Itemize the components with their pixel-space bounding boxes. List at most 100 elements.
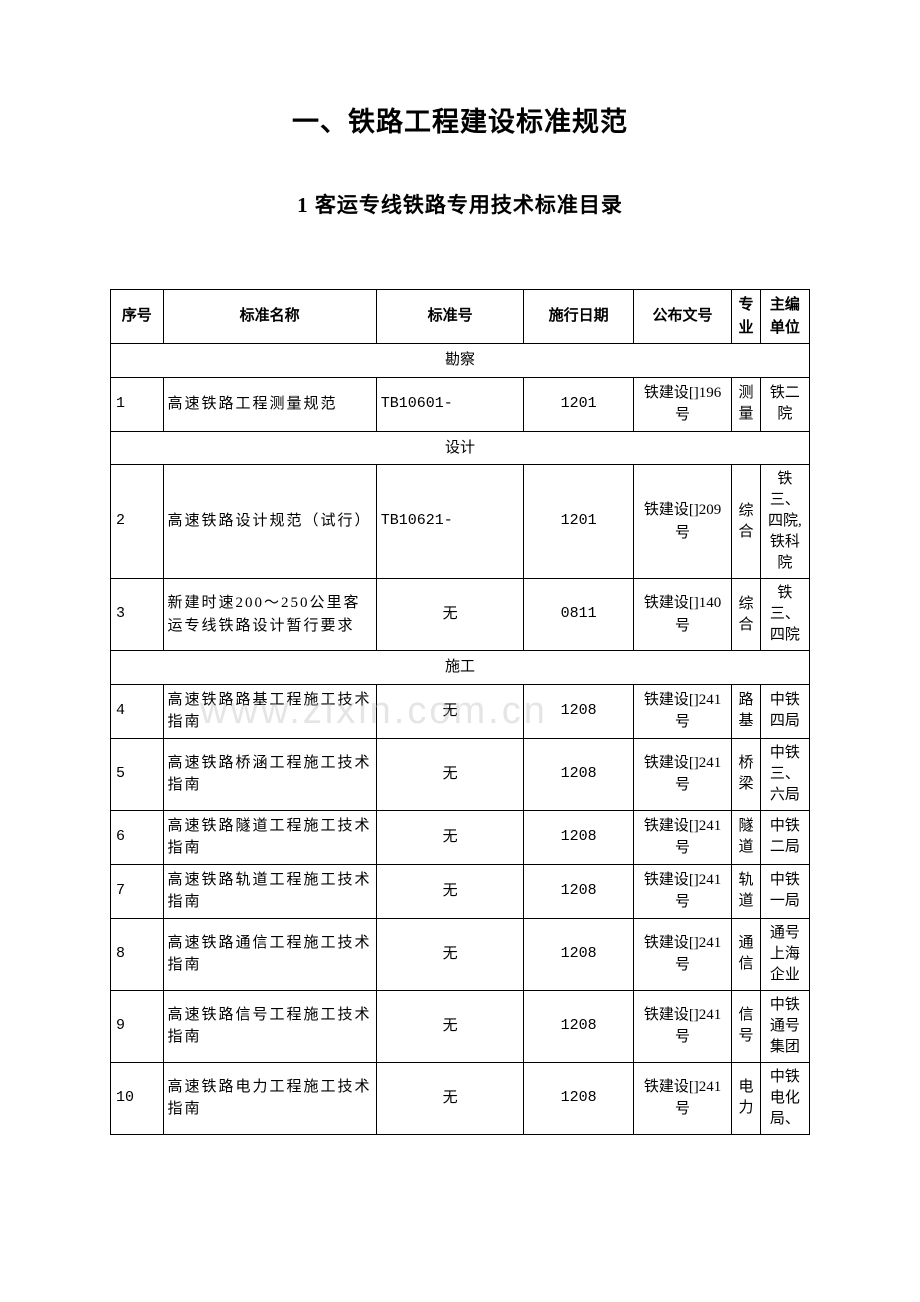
- seq-cell: 4: [111, 684, 164, 738]
- doc-cell: 铁建设[]241号: [633, 990, 731, 1062]
- spec-cell: 信号: [732, 990, 760, 1062]
- name-cell: 新建时速200～250公里客运专线铁路设计暂行要求: [163, 579, 376, 651]
- name-cell: 高速铁路信号工程施工技术指南: [163, 990, 376, 1062]
- col-std-header: 标准号: [376, 290, 524, 344]
- seq-cell: 1: [111, 377, 164, 431]
- name-cell: 高速铁路隧道工程施工技术指南: [163, 810, 376, 864]
- table-row: 2高速铁路设计规范（试行）TB10621-1201铁建设[]209号综合铁三、四…: [111, 465, 810, 579]
- std-cell: 无: [376, 1062, 524, 1134]
- spec-cell: 路基: [732, 684, 760, 738]
- name-cell: 高速铁路轨道工程施工技术指南: [163, 864, 376, 918]
- unit-cell: 铁三、四院: [760, 579, 809, 651]
- name-cell: 高速铁路桥涵工程施工技术指南: [163, 738, 376, 810]
- section-label: 施工: [111, 651, 810, 685]
- doc-cell: 铁建设[]241号: [633, 918, 731, 990]
- col-unit-header: 主编单位: [760, 290, 809, 344]
- table-row: 6高速铁路隧道工程施工技术指南无1208铁建设[]241号隧道中铁二局: [111, 810, 810, 864]
- table-row: 9高速铁路信号工程施工技术指南无1208铁建设[]241号信号中铁通号集团: [111, 990, 810, 1062]
- spec-cell: 隧道: [732, 810, 760, 864]
- date-cell: 1208: [524, 684, 633, 738]
- seq-cell: 7: [111, 864, 164, 918]
- unit-cell: 铁二院: [760, 377, 809, 431]
- spec-cell: 桥梁: [732, 738, 760, 810]
- spec-cell: 电力: [732, 1062, 760, 1134]
- doc-cell: 铁建设[]241号: [633, 684, 731, 738]
- table-row: 5高速铁路桥涵工程施工技术指南无1208铁建设[]241号桥梁中铁三、六局: [111, 738, 810, 810]
- unit-cell: 中铁四局: [760, 684, 809, 738]
- doc-cell: 铁建设[]241号: [633, 810, 731, 864]
- page-title: 一、铁路工程建设标准规范: [110, 100, 810, 139]
- seq-cell: 6: [111, 810, 164, 864]
- std-cell: TB10621-: [376, 465, 524, 579]
- section-row: 施工: [111, 651, 810, 685]
- spec-cell: 综合: [732, 465, 760, 579]
- date-cell: 0811: [524, 579, 633, 651]
- doc-cell: 铁建设[]196号: [633, 377, 731, 431]
- section-label: 勘察: [111, 344, 810, 378]
- unit-cell: 中铁二局: [760, 810, 809, 864]
- table-row: 3新建时速200～250公里客运专线铁路设计暂行要求无0811铁建设[]140号…: [111, 579, 810, 651]
- page-container: www.zixin.com.cn 一、铁路工程建设标准规范 1 客运专线铁路专用…: [0, 0, 920, 1195]
- unit-cell: 中铁一局: [760, 864, 809, 918]
- date-cell: 1208: [524, 1062, 633, 1134]
- spec-cell: 轨道: [732, 864, 760, 918]
- date-cell: 1208: [524, 990, 633, 1062]
- col-doc-header: 公布文号: [633, 290, 731, 344]
- std-cell: TB10601-: [376, 377, 524, 431]
- col-date-header: 施行日期: [524, 290, 633, 344]
- table-row: 1高速铁路工程测量规范TB10601-1201铁建设[]196号测量铁二院: [111, 377, 810, 431]
- spec-cell: 综合: [732, 579, 760, 651]
- name-cell: 高速铁路设计规范（试行）: [163, 465, 376, 579]
- std-cell: 无: [376, 864, 524, 918]
- doc-cell: 铁建设[]241号: [633, 1062, 731, 1134]
- name-cell: 高速铁路通信工程施工技术指南: [163, 918, 376, 990]
- seq-cell: 2: [111, 465, 164, 579]
- seq-cell: 10: [111, 1062, 164, 1134]
- spec-cell: 通信: [732, 918, 760, 990]
- section-row: 设计: [111, 431, 810, 465]
- unit-cell: 中铁三、六局: [760, 738, 809, 810]
- col-name-header: 标准名称: [163, 290, 376, 344]
- page: 一、铁路工程建设标准规范 1 客运专线铁路专用技术标准目录 序号 标准名称 标准…: [0, 0, 920, 1195]
- std-cell: 无: [376, 579, 524, 651]
- std-cell: 无: [376, 684, 524, 738]
- date-cell: 1208: [524, 864, 633, 918]
- std-cell: 无: [376, 738, 524, 810]
- col-spec-header: 专业: [732, 290, 760, 344]
- seq-cell: 5: [111, 738, 164, 810]
- table-header-row: 序号 标准名称 标准号 施行日期 公布文号 专业 主编单位: [111, 290, 810, 344]
- section-row: 勘察: [111, 344, 810, 378]
- std-cell: 无: [376, 990, 524, 1062]
- table-body: 勘察1高速铁路工程测量规范TB10601-1201铁建设[]196号测量铁二院设…: [111, 344, 810, 1135]
- name-cell: 高速铁路电力工程施工技术指南: [163, 1062, 376, 1134]
- doc-cell: 铁建设[]241号: [633, 864, 731, 918]
- doc-cell: 铁建设[]241号: [633, 738, 731, 810]
- spec-cell: 测量: [732, 377, 760, 431]
- date-cell: 1208: [524, 810, 633, 864]
- seq-cell: 9: [111, 990, 164, 1062]
- date-cell: 1201: [524, 377, 633, 431]
- table-row: 7高速铁路轨道工程施工技术指南无1208铁建设[]241号轨道中铁一局: [111, 864, 810, 918]
- std-cell: 无: [376, 810, 524, 864]
- unit-cell: 中铁通号集团: [760, 990, 809, 1062]
- date-cell: 1208: [524, 918, 633, 990]
- doc-cell: 铁建设[]140号: [633, 579, 731, 651]
- doc-cell: 铁建设[]209号: [633, 465, 731, 579]
- unit-cell: 中铁电化局、: [760, 1062, 809, 1134]
- unit-cell: 铁三、四院,铁科院: [760, 465, 809, 579]
- unit-cell: 通号上海企业: [760, 918, 809, 990]
- seq-cell: 8: [111, 918, 164, 990]
- date-cell: 1208: [524, 738, 633, 810]
- name-cell: 高速铁路工程测量规范: [163, 377, 376, 431]
- page-subtitle: 1 客运专线铁路专用技术标准目录: [110, 189, 810, 219]
- std-cell: 无: [376, 918, 524, 990]
- table-row: 10高速铁路电力工程施工技术指南无1208铁建设[]241号电力中铁电化局、: [111, 1062, 810, 1134]
- section-label: 设计: [111, 431, 810, 465]
- table-row: 4高速铁路路基工程施工技术指南无1208铁建设[]241号路基中铁四局: [111, 684, 810, 738]
- standards-table: 序号 标准名称 标准号 施行日期 公布文号 专业 主编单位 勘察1高速铁路工程测…: [110, 289, 810, 1135]
- seq-cell: 3: [111, 579, 164, 651]
- name-cell: 高速铁路路基工程施工技术指南: [163, 684, 376, 738]
- table-row: 8高速铁路通信工程施工技术指南无1208铁建设[]241号通信通号上海企业: [111, 918, 810, 990]
- col-seq-header: 序号: [111, 290, 164, 344]
- date-cell: 1201: [524, 465, 633, 579]
